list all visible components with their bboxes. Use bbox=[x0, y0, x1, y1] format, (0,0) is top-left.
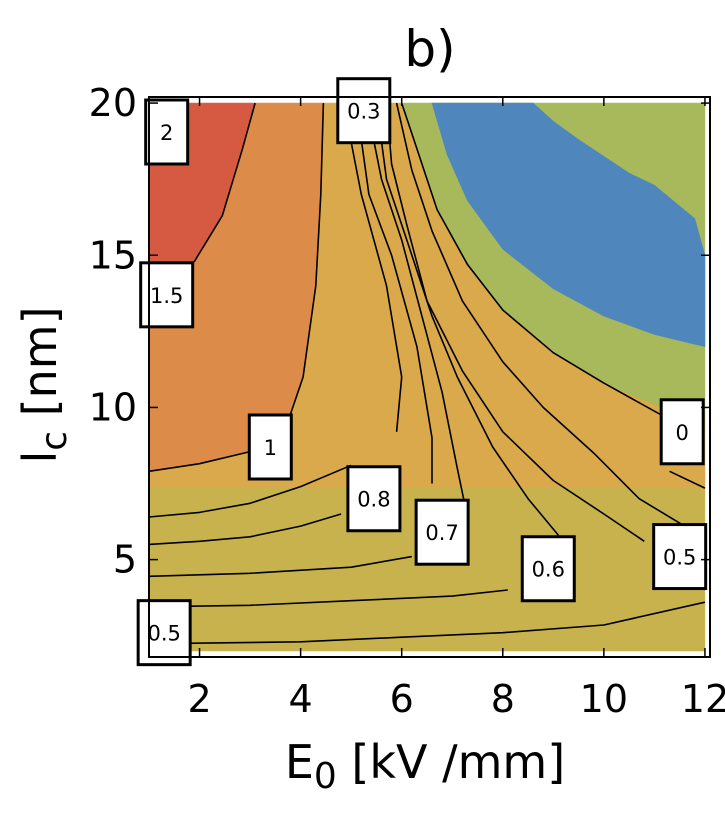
x-axis-label-rest: [kV /mm] bbox=[337, 735, 565, 789]
y-axis-label: lc [nm] bbox=[13, 306, 75, 463]
x-axis-label-subscript: 0 bbox=[314, 756, 337, 797]
y-tick-label: 20 bbox=[89, 81, 137, 125]
y-tick-label: 5 bbox=[113, 538, 137, 582]
x-tick-label: 4 bbox=[289, 677, 313, 721]
contour-line-0-6 bbox=[148, 589, 508, 608]
contour-line-0-7 bbox=[365, 102, 469, 518]
chart-title: b) bbox=[404, 20, 455, 78]
x-axis-ticks: 2 4 6 8 10 12 bbox=[187, 97, 725, 721]
y-tick-label: 10 bbox=[89, 385, 137, 429]
x-tick-label: 8 bbox=[491, 677, 515, 721]
x-tick-label: 6 bbox=[390, 677, 414, 721]
y-axis-label-subscript: c bbox=[34, 431, 75, 451]
contour-label-text: 0.3 bbox=[347, 100, 380, 124]
contour-label-text: 1.5 bbox=[150, 284, 183, 308]
contour-line-0-5 bbox=[184, 601, 706, 645]
contour-label-7: 0.5 bbox=[652, 523, 708, 591]
y-axis-label-main: l bbox=[13, 451, 67, 464]
contour-label-1: 0.3 bbox=[336, 77, 392, 145]
x-tick-label: 12 bbox=[681, 677, 725, 721]
contour-label-box bbox=[659, 398, 705, 466]
y-tick-label: 15 bbox=[89, 233, 137, 277]
contour-label-box bbox=[144, 98, 190, 166]
x-axis-label: E0 [kV /mm] bbox=[285, 735, 565, 797]
x-tick-label: 10 bbox=[580, 677, 628, 721]
contour-label-box bbox=[414, 498, 470, 566]
contour-label-box bbox=[247, 413, 293, 481]
contour-label-text: 0.6 bbox=[532, 558, 565, 582]
contour-line-0-8 bbox=[355, 102, 433, 484]
contour-label-8: 0 bbox=[659, 398, 705, 466]
y-axis-label-rest: [nm] bbox=[13, 306, 67, 430]
contour-line-0 bbox=[400, 102, 670, 421]
plot-frame bbox=[148, 96, 711, 658]
contour-label-box bbox=[336, 77, 392, 145]
contour-label-box bbox=[136, 599, 192, 667]
contour-label-box bbox=[652, 523, 708, 591]
contour-line-0-5 bbox=[385, 103, 645, 542]
region-blue bbox=[431, 102, 706, 347]
contour-label-text: 1 bbox=[264, 436, 277, 460]
contour-label-text: 2 bbox=[160, 121, 173, 145]
x-axis-label-main: E bbox=[285, 735, 314, 789]
contour-line-0-6 bbox=[375, 102, 560, 536]
x-tick-label: 2 bbox=[187, 677, 211, 721]
contour-label-6: 0.6 bbox=[520, 535, 576, 603]
contour-line-0-1 bbox=[669, 470, 706, 489]
contour-label-text: 0.8 bbox=[357, 488, 390, 512]
contour-label-text: 0.5 bbox=[147, 622, 180, 646]
contour-label-0: 2 bbox=[144, 98, 190, 166]
contour-labels: 2 0.3 1.5 1 0.8 0.7 0.6 0.5 0 0.5 bbox=[136, 77, 708, 667]
contour-fill-regions bbox=[148, 102, 706, 652]
contour-label-box bbox=[520, 535, 576, 603]
contour-label-3: 1 bbox=[247, 413, 293, 481]
contour-line-0-9 bbox=[148, 464, 352, 518]
contour-label-text: 0.7 bbox=[425, 521, 458, 545]
contour-label-4: 0.8 bbox=[346, 465, 402, 533]
contour-line-0-7 bbox=[148, 555, 412, 578]
contour-label-text: 0.5 bbox=[663, 546, 696, 570]
contour-label-9: 0.5 bbox=[136, 599, 192, 667]
contour-line-1 bbox=[148, 103, 325, 473]
contour-line-0-9 bbox=[342, 102, 403, 432]
contour-line-0-4 bbox=[395, 102, 706, 539]
contour-label-text: 0 bbox=[676, 421, 689, 445]
contour-label-5: 0.7 bbox=[414, 498, 470, 566]
contour-line-0-8 bbox=[148, 513, 342, 546]
contour-label-box bbox=[346, 465, 402, 533]
